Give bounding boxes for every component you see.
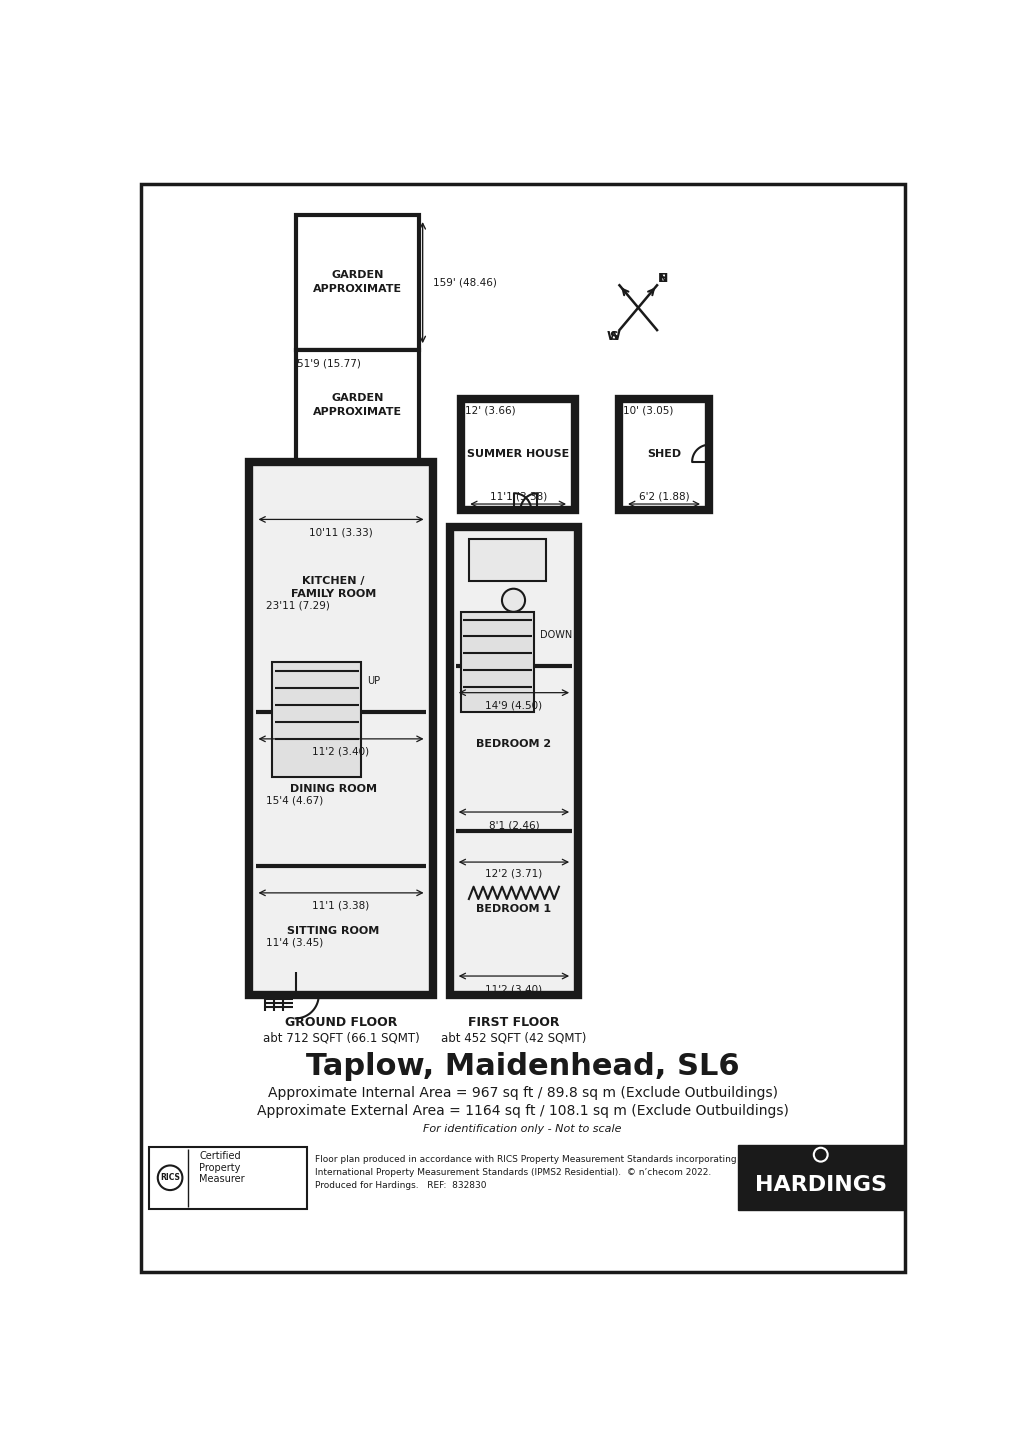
Text: SUMMER HOUSE: SUMMER HOUSE <box>467 450 569 460</box>
Circle shape <box>813 1147 826 1161</box>
Text: 12'2 (3.71): 12'2 (3.71) <box>485 869 542 879</box>
Text: h: h <box>335 620 478 836</box>
Text: Taplow, Maidenhead, SL6: Taplow, Maidenhead, SL6 <box>306 1052 739 1081</box>
Text: FAMILY ROOM: FAMILY ROOM <box>290 589 376 599</box>
Text: E: E <box>658 272 666 285</box>
Text: SHED: SHED <box>646 450 681 460</box>
Bar <box>619 399 708 510</box>
Bar <box>272 661 361 777</box>
Text: For identification only - Not to scale: For identification only - Not to scale <box>423 1124 622 1134</box>
Text: Certified: Certified <box>199 1151 240 1161</box>
Text: APPROXIMATE: APPROXIMATE <box>313 406 401 416</box>
Bar <box>461 399 575 510</box>
Text: KITCHEN /: KITCHEN / <box>302 575 364 585</box>
Text: GARDEN: GARDEN <box>331 393 383 403</box>
Bar <box>296 350 419 461</box>
Text: Floor plan produced in accordance with RICS Property Measurement Standards incor: Floor plan produced in accordance with R… <box>315 1154 736 1190</box>
Bar <box>469 539 545 581</box>
Text: abt 712 SQFT (66.1 SQMT): abt 712 SQFT (66.1 SQMT) <box>263 1032 419 1045</box>
Text: abt 452 SQFT (42 SQMT): abt 452 SQFT (42 SQMT) <box>441 1032 586 1045</box>
Bar <box>465 620 491 643</box>
Text: 51'9 (15.77): 51'9 (15.77) <box>297 359 361 369</box>
Text: FIRST FLOOR: FIRST FLOOR <box>468 1016 559 1029</box>
Text: Measurer: Measurer <box>199 1174 245 1185</box>
Text: 11'1 (3.38): 11'1 (3.38) <box>312 901 369 911</box>
Bar <box>149 1147 307 1209</box>
Bar <box>461 612 534 712</box>
Bar <box>738 1146 903 1210</box>
Text: BEDROOM 2: BEDROOM 2 <box>476 739 551 749</box>
Text: UP: UP <box>367 676 380 686</box>
Bar <box>250 461 432 996</box>
Text: h: h <box>816 1150 824 1160</box>
Text: 10' (3.05): 10' (3.05) <box>623 406 673 416</box>
Text: 6'2 (1.88): 6'2 (1.88) <box>638 491 689 501</box>
Text: DOWN: DOWN <box>540 630 572 640</box>
Ellipse shape <box>318 566 495 889</box>
Circle shape <box>158 1166 182 1190</box>
Text: 10'11 (3.33): 10'11 (3.33) <box>309 527 373 537</box>
Text: GARDEN: GARDEN <box>331 269 383 280</box>
Bar <box>296 215 419 350</box>
Bar <box>449 527 578 996</box>
Text: RICS: RICS <box>160 1173 179 1182</box>
Text: Approximate Internal Area = 967 sq ft / 89.8 sq m (Exclude Outbuildings): Approximate Internal Area = 967 sq ft / … <box>267 1087 777 1099</box>
Text: SITTING ROOM: SITTING ROOM <box>287 925 379 935</box>
Text: 8'1 (2.46): 8'1 (2.46) <box>488 820 539 830</box>
Text: GROUND FLOOR: GROUND FLOOR <box>284 1016 396 1029</box>
Text: Approximate External Area = 1164 sq ft / 108.1 sq m (Exclude Outbuildings): Approximate External Area = 1164 sq ft /… <box>257 1104 788 1118</box>
Text: 15'4 (4.67): 15'4 (4.67) <box>266 795 323 806</box>
Text: 11'2 (3.40): 11'2 (3.40) <box>312 746 369 757</box>
Text: N: N <box>657 272 667 285</box>
Text: Property: Property <box>199 1163 240 1173</box>
Text: HARDINGS: HARDINGS <box>754 1176 886 1196</box>
Bar <box>465 650 511 693</box>
Text: 11'1 (3.38): 11'1 (3.38) <box>489 491 546 501</box>
Text: 23'11 (7.29): 23'11 (7.29) <box>266 601 330 611</box>
Text: APPROXIMATE: APPROXIMATE <box>313 284 401 294</box>
Text: DINING ROOM: DINING ROOM <box>289 784 376 794</box>
Text: 11'2 (3.40): 11'2 (3.40) <box>485 984 542 994</box>
Text: W: W <box>606 330 620 343</box>
Text: 12' (3.66): 12' (3.66) <box>465 406 516 416</box>
Text: 14'9 (4.50): 14'9 (4.50) <box>485 700 542 710</box>
Circle shape <box>501 589 525 612</box>
Text: 11'4 (3.45): 11'4 (3.45) <box>266 937 323 947</box>
Text: S: S <box>608 330 618 343</box>
Text: BEDROOM 1: BEDROOM 1 <box>476 904 551 914</box>
Text: 159' (48.46): 159' (48.46) <box>433 277 496 287</box>
